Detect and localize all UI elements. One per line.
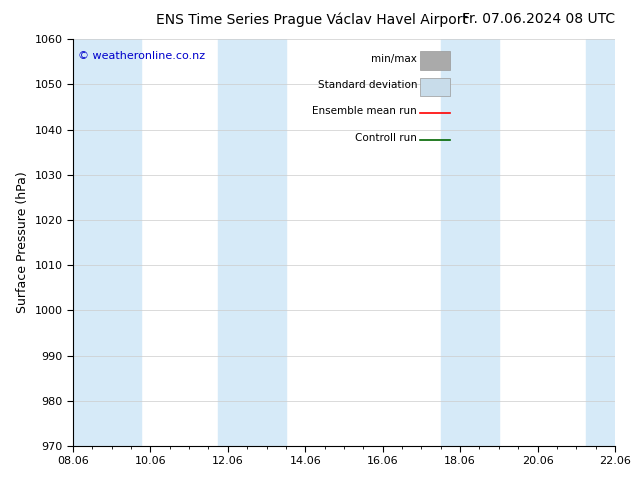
Bar (441, 39, 499, 446)
Text: Ensemble mean run: Ensemble mean run (313, 106, 417, 117)
Text: Fr. 07.06.2024 08 UTC: Fr. 07.06.2024 08 UTC (462, 12, 615, 26)
Text: ENS Time Series Prague Václav Havel Airport: ENS Time Series Prague Václav Havel Airp… (156, 12, 469, 27)
Text: Standard deviation: Standard deviation (318, 80, 417, 90)
Bar (420, 51, 450, 70)
Text: Controll run: Controll run (355, 133, 417, 143)
Text: © weatheronline.co.nz: © weatheronline.co.nz (79, 51, 205, 61)
Bar (586, 39, 615, 446)
Text: min/max: min/max (372, 53, 417, 64)
Bar (73, 39, 141, 446)
Bar (218, 39, 286, 446)
Bar (420, 78, 450, 96)
Y-axis label: Surface Pressure (hPa): Surface Pressure (hPa) (16, 172, 29, 314)
